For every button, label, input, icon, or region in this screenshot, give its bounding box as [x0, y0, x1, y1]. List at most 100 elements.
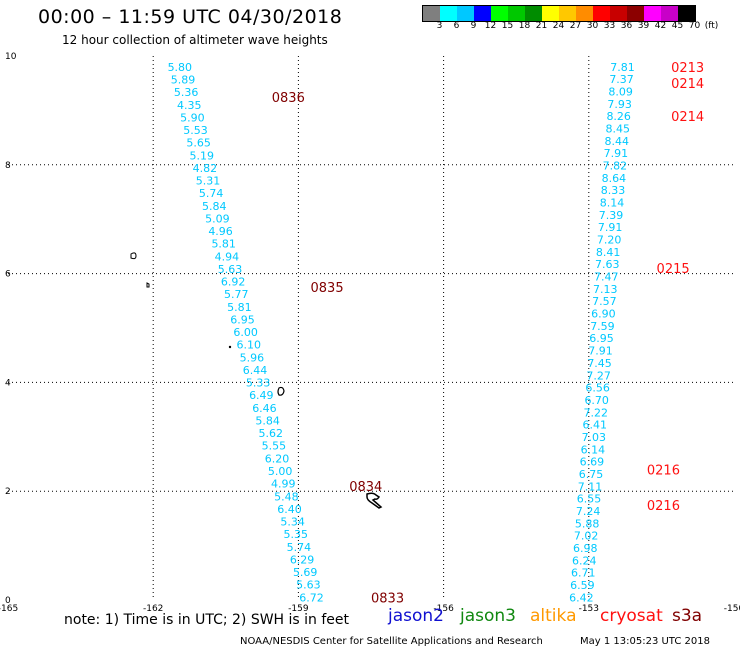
wave-height-value: 6.70	[584, 394, 609, 407]
wave-height-value: 8.64	[602, 172, 627, 185]
wave-height-value: 5.34	[280, 516, 305, 529]
pass-time-label: 0214	[671, 110, 704, 125]
wave-height-value: 5.74	[287, 541, 312, 554]
wave-height-value: 6.95	[589, 332, 614, 345]
wave-height-value: 8.45	[605, 123, 630, 136]
colorbar-swatch	[610, 6, 627, 21]
colorbar-label: 30	[586, 21, 599, 31]
wave-height-value: 7.02	[574, 530, 599, 543]
wave-height-value: 5.09	[205, 212, 230, 225]
wave-height-value: 5.36	[174, 86, 199, 99]
colorbar-swatch	[423, 6, 440, 21]
legend-s3a: s3a	[672, 606, 703, 626]
colorbar-label: 33	[603, 21, 616, 31]
legend-jason3: jason3	[460, 606, 516, 626]
wave-height-value: 5.84	[202, 200, 227, 213]
wave-height-value: 5.31	[196, 175, 221, 188]
wave-height-value: 5.80	[168, 61, 193, 74]
wave-height-value: 5.74	[199, 187, 224, 200]
pass-time-label: 0836	[272, 91, 305, 106]
wave-height-value: 5.88	[575, 517, 600, 530]
wave-height-value: 7.81	[610, 61, 635, 74]
colorbar-labels: 3 6 9 12 15 18 21 24 27 30 33 36 39 42 45 70 (ft)	[422, 21, 740, 33]
wave-height-value: 4.82	[193, 162, 218, 175]
wave-height-value: 6.49	[249, 389, 274, 402]
wave-height-value: 6.10	[237, 339, 262, 352]
colorbar-swatch	[440, 6, 457, 21]
wave-height-value: 6.44	[243, 364, 268, 377]
x-tick-label: -159	[288, 604, 309, 614]
cryosat-track: 7.817.378.097.938.268.458.447.917.828.64…	[569, 61, 635, 604]
colorbar-swatch	[457, 6, 474, 21]
colorbar-label: 27	[569, 21, 582, 31]
wave-height-value: 5.63	[218, 263, 243, 276]
wave-height-value: 7.39	[599, 209, 624, 222]
wave-height-value: 6.92	[221, 276, 246, 289]
colorbar-swatch	[508, 6, 525, 21]
wave-height-value: 5.81	[211, 238, 236, 251]
colorbar-label: 9	[470, 21, 477, 31]
colorbar-label: 18	[518, 21, 531, 31]
wave-height-value: 7.13	[593, 283, 618, 296]
wave-height-value: 8.09	[608, 86, 633, 99]
wave-height-value: 4.99	[271, 478, 296, 491]
wave-height-value: 5.33	[246, 377, 271, 390]
island-coastlines	[130, 252, 383, 509]
legend-cryosat: cryosat	[600, 606, 663, 626]
wave-height-value: 5.00	[268, 465, 293, 478]
wave-height-value: 7.93	[607, 98, 632, 111]
x-tick-label: -150	[724, 604, 740, 614]
colorbar-swatch	[644, 6, 661, 21]
wave-height-value: 5.53	[183, 124, 208, 137]
wave-height-value: 6.20	[265, 452, 290, 465]
wave-height-value: 5.48	[274, 490, 299, 503]
wave-height-value: 7.45	[587, 357, 612, 370]
pass-time-label: 0833	[371, 591, 404, 606]
legend-altika: altika	[530, 606, 577, 626]
colorbar-label: 21	[535, 21, 548, 31]
wave-height-value: 6.75	[579, 468, 604, 481]
axis-labels: -165 -162 -159 -156 -153 -150 0 2 4 6 8 10	[0, 52, 740, 614]
wave-height-value: 4.35	[177, 99, 202, 112]
pass-time-label: 0834	[349, 480, 382, 495]
colorbar-swatch	[559, 6, 576, 21]
colorbar-swatch	[525, 6, 542, 21]
wave-height-value: 7.91	[604, 147, 629, 160]
colorbar-label: 45	[671, 21, 684, 31]
wave-height-value: 6.46	[252, 402, 277, 415]
colorbar-label: 24	[552, 21, 565, 31]
colorbar-swatch	[661, 6, 678, 21]
wave-height-value: 7.57	[592, 295, 617, 308]
colorbar-label: 15	[501, 21, 514, 31]
wave-height-value: 7.63	[595, 258, 620, 271]
wave-height-value: 8.41	[596, 246, 621, 259]
x-tick-label: -165	[0, 604, 18, 614]
colorbar-swatch	[491, 6, 508, 21]
colorbar-label: 12	[484, 21, 497, 31]
colorbar-label: 6	[453, 21, 460, 31]
wave-height-value: 7.27	[586, 369, 611, 382]
colorbar-label: 70	[688, 21, 701, 31]
y-tick-label: 6	[5, 270, 11, 280]
wave-height-value: 6.69	[580, 456, 605, 469]
wave-height-value: 6.95	[230, 313, 255, 326]
wave-height-value: 6.24	[572, 554, 597, 567]
note-text: note: 1) Time is in UTC; 2) SWH is in fe…	[64, 612, 350, 628]
wave-height-value: 8.44	[605, 135, 630, 148]
wave-height-value: 6.72	[299, 591, 324, 604]
wave-height-value: 7.03	[582, 431, 607, 444]
wave-height-colorbar	[422, 5, 696, 22]
colorbar-swatch	[542, 6, 559, 21]
wave-height-value: 6.59	[570, 579, 595, 592]
y-tick-label: 10	[5, 52, 17, 62]
wave-height-value: 5.65	[186, 137, 211, 150]
pass-time-label: 0216	[647, 463, 680, 478]
colorbar-swatch	[627, 6, 644, 21]
wave-height-value: 6.29	[290, 553, 315, 566]
wave-height-value: 8.26	[606, 110, 631, 123]
wave-height-value: 5.63	[296, 579, 321, 592]
wave-height-value: 4.94	[215, 250, 240, 263]
timestamp-text: May 1 13:05:23 UTC 2018	[580, 636, 710, 647]
wave-height-value: 5.62	[258, 427, 283, 440]
